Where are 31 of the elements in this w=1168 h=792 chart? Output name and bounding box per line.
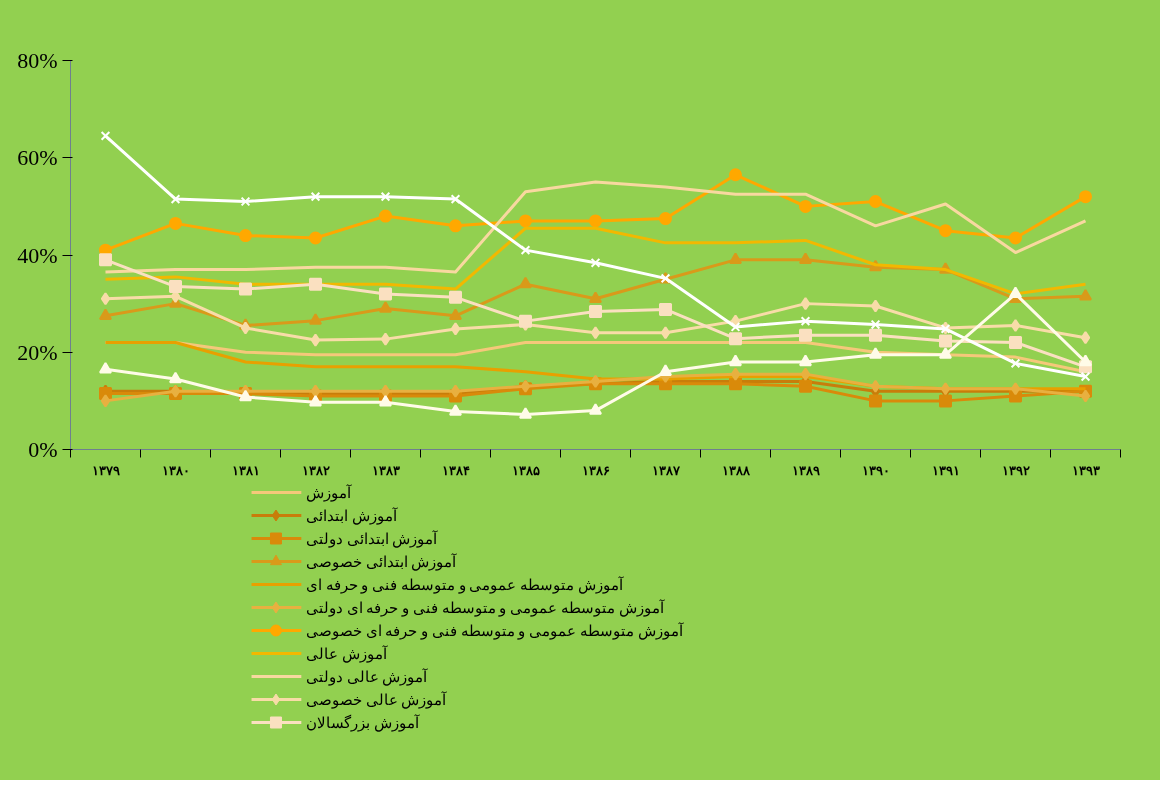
x-tick-label: ۱۳۸۳	[371, 462, 400, 478]
legend-label: آموزش عالی	[305, 644, 388, 663]
y-tick-label: 0%	[28, 437, 58, 462]
legend-label: آموزش بزرگسالان	[305, 713, 420, 732]
legend-label: آموزش عالی دولتی	[305, 667, 429, 686]
legend-label: آموزش متوسطه عمومی و متوسطه فنی و حرفه ای دولتی	[305, 598, 665, 617]
legend-label: آموزش ابتدائی خصوصی	[305, 552, 458, 571]
x-tick-label: ۱۳۸۹	[791, 462, 820, 478]
x-tick-label: ۱۳۹۰	[861, 462, 890, 478]
x-tick-label: ۱۳۹۱	[931, 462, 960, 478]
legend-label: آموزش عالی خصوصی	[305, 690, 448, 709]
y-tick-label: 20%	[17, 339, 58, 365]
x-tick-label: ۱۳۸۸	[721, 462, 751, 478]
legend-label: آموزش ابتدائی	[305, 506, 398, 525]
y-tick-label: 80%	[17, 48, 58, 73]
x-tick-label: ۱۳۸۷	[651, 462, 681, 478]
legend-label: آموزش متوسطه عمومی و متوسطه فنی و حرفه ای	[305, 575, 624, 594]
x-tick-label: ۱۳۸۴	[441, 462, 470, 478]
x-tick-label: ۱۳۸۶	[581, 462, 610, 478]
legend-label: آموزش	[305, 483, 352, 502]
x-tick-label: ۱۳۹۳	[1071, 462, 1100, 478]
y-tick-label: 60%	[17, 145, 58, 171]
y-tick-label: 40%	[17, 242, 58, 268]
x-tick-label: ۱۳۸۲	[301, 462, 330, 478]
x-tick-label: ۱۳۷۹	[91, 462, 120, 478]
legend-label: آموزش متوسطه عمومی و متوسطه فنی و حرفه ای خصوصی	[305, 621, 684, 640]
x-tick-label: ۱۳۹۲	[1001, 462, 1030, 478]
x-tick-label: ۱۳۸۱	[231, 462, 260, 478]
x-tick-label: ۱۳۸۰	[161, 462, 190, 478]
x-tick-label: ۱۳۸۵	[511, 462, 540, 478]
legend-label: آموزش ابتدائی دولتی	[305, 529, 439, 548]
